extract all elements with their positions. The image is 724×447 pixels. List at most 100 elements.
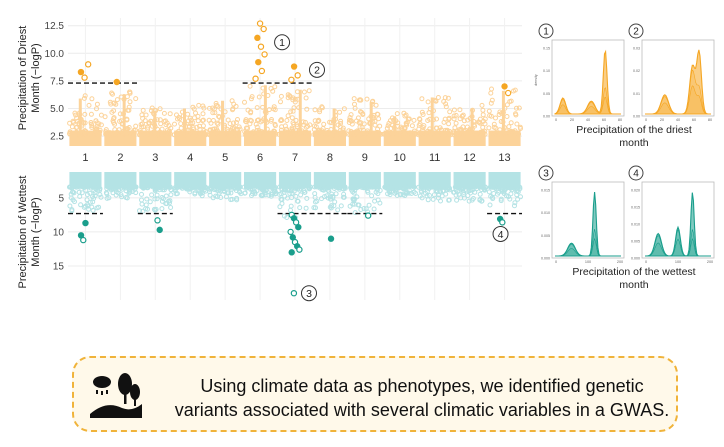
snp-point-wettest — [479, 184, 485, 190]
snp-point-driest — [486, 125, 492, 131]
chromosome-label: 5 — [222, 152, 228, 164]
snp-point-driest — [352, 105, 358, 111]
snp-point-wettest — [487, 202, 493, 208]
snp-point-wettest — [297, 205, 303, 211]
snp-point-wettest — [461, 195, 467, 201]
snp-point-wettest — [491, 191, 497, 196]
background-band-wettest — [69, 172, 102, 189]
snp-point-driest — [360, 132, 366, 138]
snp-point-wettest — [284, 215, 290, 220]
density-ytick: 0.00 — [633, 115, 640, 119]
density-ytick: 0.005 — [541, 234, 550, 238]
snp-point-driest — [107, 99, 113, 105]
snp-point-wettest — [246, 184, 252, 190]
snp-point-wettest — [419, 195, 425, 201]
snp-point-wettest — [490, 196, 496, 202]
density-ytick: 0.015 — [541, 189, 550, 193]
snp-point-wettest — [301, 188, 307, 194]
snp-point-wettest — [234, 197, 240, 203]
snp-point-wettest — [198, 191, 204, 197]
snp-point-driest — [243, 119, 249, 125]
snp-point-driest — [292, 99, 298, 105]
snp-point-driest — [306, 132, 312, 138]
snp-point-wettest — [152, 196, 158, 202]
snp-point-driest — [242, 132, 248, 138]
snp-point-driest — [84, 132, 90, 138]
significant-snp-wettest — [82, 219, 89, 227]
density-ytick: 0.015 — [631, 206, 640, 210]
snp-point-wettest — [197, 184, 203, 190]
snp-point-driest — [299, 128, 305, 134]
snp-point-wettest — [454, 197, 460, 203]
snp-point-driest — [421, 132, 427, 138]
snp-point-wettest — [364, 185, 370, 191]
density-badge-label: 3 — [543, 169, 549, 180]
snp-point-wettest — [104, 186, 110, 192]
background-band-wettest — [174, 172, 207, 189]
snp-point-driest — [317, 109, 323, 115]
snp-point-wettest — [153, 206, 159, 212]
snp-point-driest — [338, 132, 344, 138]
snp-point-driest — [248, 96, 254, 102]
snp-point-driest — [409, 123, 415, 129]
snp-point-wettest — [179, 184, 185, 190]
snp-point-driest — [167, 111, 173, 117]
density-ytick: 0.02 — [633, 69, 640, 73]
chromosome-label: 1 — [82, 152, 88, 164]
chromosome-label: 2 — [117, 152, 123, 164]
snp-point-wettest — [140, 208, 146, 214]
significant-snp-driest — [255, 58, 262, 66]
snp-point-driest — [112, 131, 118, 137]
snp-point-driest — [435, 95, 441, 100]
snp-point-driest — [357, 124, 363, 130]
snp-point-driest — [372, 118, 378, 124]
significant-snp-driest — [77, 68, 85, 76]
snp-point-driest — [340, 127, 346, 133]
snp-point-driest — [127, 90, 133, 96]
snp-point-driest — [245, 125, 251, 131]
snp-point-driest — [223, 132, 229, 138]
snp-point-driest — [434, 116, 439, 122]
snp-point-driest — [457, 131, 463, 137]
snp-point-driest — [500, 132, 506, 138]
snp-point-wettest — [391, 185, 397, 191]
snp-point-wettest — [425, 197, 431, 203]
snp-point-driest — [227, 121, 233, 127]
snp-point-driest — [117, 111, 123, 117]
snp-point-wettest — [228, 184, 234, 190]
snp-point-wettest — [335, 185, 341, 191]
snp-point-wettest — [147, 199, 153, 205]
snp-point-driest — [354, 128, 360, 134]
snp-point-wettest — [477, 196, 483, 202]
snp-point-driest — [89, 125, 95, 130]
snp-point-wettest — [87, 199, 93, 205]
density-panel-4: 0.000 0.005 0.010 0.015 0.020 0 100 200 4 — [628, 165, 715, 264]
snp-point-driest — [200, 123, 206, 129]
snp-point-wettest — [159, 198, 165, 204]
snp-point-driest — [482, 131, 488, 137]
snp-point-wettest — [423, 190, 429, 196]
snp-point-wettest — [488, 184, 494, 190]
significant-snp-wettest — [290, 289, 298, 297]
snp-point-driest — [411, 117, 417, 123]
snp-point-driest — [402, 125, 408, 131]
snp-point-wettest — [88, 185, 94, 191]
snp-point-driest — [163, 118, 168, 124]
snp-point-driest — [133, 123, 139, 129]
snp-point-driest — [93, 126, 99, 132]
snp-point-driest — [272, 121, 278, 127]
snp-point-wettest — [67, 203, 73, 209]
snp-point-wettest — [281, 185, 287, 191]
density-ytick: 0.05 — [543, 92, 550, 96]
snp-point-driest — [158, 121, 164, 127]
snp-point-driest — [347, 117, 352, 123]
snp-point-wettest — [332, 199, 338, 205]
density-badge — [628, 165, 644, 181]
snp-point-driest — [248, 109, 254, 115]
snp-point-driest — [386, 120, 392, 126]
density-ytick: 0.00 — [543, 115, 550, 119]
snp-point-driest — [185, 128, 191, 134]
snp-point-driest — [506, 124, 512, 130]
snp-point-driest — [282, 129, 288, 135]
